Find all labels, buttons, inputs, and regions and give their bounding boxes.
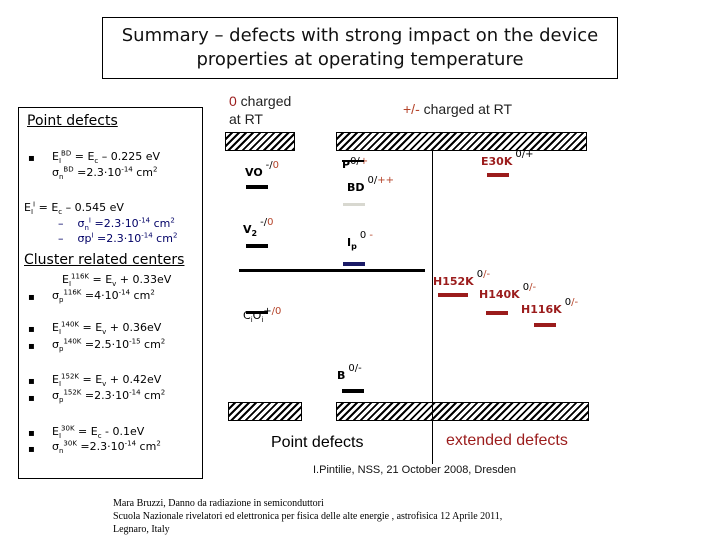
level-h152k xyxy=(438,293,468,297)
h152k-energy: EI152K = Ev + 0.42eV xyxy=(52,372,162,389)
level-e30k xyxy=(487,173,509,177)
legend-point-defects: Point defects xyxy=(271,434,364,451)
level-label-h140k: H140K0/- xyxy=(479,282,537,301)
i-sigma-p: – σpI =2.3·10-14 cm2 xyxy=(58,231,178,245)
bullet: ▪ xyxy=(28,292,35,303)
level-p xyxy=(342,160,364,162)
e30k-energy: EI30K = Ec - 0.1eV xyxy=(52,424,145,441)
bullet: ▪ xyxy=(28,341,35,352)
bd-energy: EIBD = Ec – 0.225 eV xyxy=(52,149,161,166)
conduction-band-charged xyxy=(336,132,587,151)
point-defects-heading: Point defects xyxy=(27,113,118,129)
level-cioi xyxy=(246,311,268,314)
title-line-2: properties at operating temperature xyxy=(196,49,524,70)
level-vo xyxy=(246,185,268,189)
bd-sigma: σnBD =2.3·10-14 cm2 xyxy=(52,165,158,182)
valence-band-neutral xyxy=(228,402,302,421)
level-bd xyxy=(343,203,365,206)
neutral-header: 0 charged xyxy=(229,93,291,109)
level-v2 xyxy=(246,244,268,248)
level-label-ip: Ip0 - xyxy=(347,230,373,252)
level-label-v2: V2-/0 xyxy=(243,217,274,239)
h116k-sigma: σp116K =4·10-14 cm2 xyxy=(52,288,155,305)
e30k-sigma: σn30K =2.3·10-14 cm2 xyxy=(52,439,161,456)
h116k-energy: EI116K = Ev + 0.33eV xyxy=(62,272,172,289)
level-label-e30k: E30K0/+ xyxy=(481,149,534,168)
h140k-energy: EI140K = Ev + 0.36eV xyxy=(52,320,162,337)
footer-line-1: Mara Bruzzi, Danno da radiazione in semi… xyxy=(113,498,324,509)
bullet: ▪ xyxy=(28,444,35,455)
h152k-sigma: σp152K =2.3·10-14 cm2 xyxy=(52,388,166,405)
title-line-1: Summary – defects with strong impact on … xyxy=(121,25,599,46)
cluster-heading: Cluster related centers xyxy=(24,252,185,268)
level-label-h116k: H116K0/- xyxy=(521,297,579,316)
bullet: ▪ xyxy=(28,376,35,387)
bullet: ▪ xyxy=(28,324,35,335)
level-label-h152k: H152K0/- xyxy=(433,269,491,288)
conduction-band-neutral xyxy=(225,132,295,151)
midgap-line xyxy=(239,269,425,272)
footer-line-2: Scuola Nazionale rivelatori ed elettroni… xyxy=(113,511,503,522)
bullet: ▪ xyxy=(28,393,35,404)
defect-parameters-panel xyxy=(18,107,203,479)
level-label-cioi: CiOi+/0 xyxy=(243,306,282,325)
footer-reference: Mara Bruzzi, Danno da radiazione in semi… xyxy=(113,497,502,536)
valence-band-charged xyxy=(336,402,589,421)
charged-header: +/- charged at RT xyxy=(403,101,512,117)
footer-line-3: Legnaro, Italy xyxy=(113,524,170,535)
level-label-bd: BD0/++ xyxy=(347,175,395,194)
neutral-zero: 0 xyxy=(229,93,237,109)
point-extended-divider xyxy=(432,151,433,464)
neutral-header-rt: at RT xyxy=(229,111,263,127)
title-box: Summary – defects with strong impact on … xyxy=(102,17,618,79)
level-label-vo: VO-/0 xyxy=(245,160,280,179)
level-h140k xyxy=(486,311,508,315)
level-h116k xyxy=(534,323,556,327)
neutral-charged: charged xyxy=(236,93,292,109)
level-label-b: B0/- xyxy=(337,363,362,382)
charged-sign: +/- xyxy=(403,101,420,117)
h140k-sigma: σp140K =2.5·10-15 cm2 xyxy=(52,337,166,354)
bullet: ▪ xyxy=(28,428,35,439)
i-energy: EII = Ec – 0.545 eV xyxy=(24,200,124,217)
charged-text: charged at RT xyxy=(419,101,513,117)
legend-extended-defects: extended defects xyxy=(446,432,568,449)
credit-line: I.Pintilie, NSS, 21 October 2008, Dresde… xyxy=(313,464,516,476)
i-sigma-n: – σnI =2.3·10-14 cm2 xyxy=(58,216,175,233)
bullet: ▪ xyxy=(28,153,35,164)
level-ip xyxy=(343,262,365,266)
level-b xyxy=(342,389,364,393)
